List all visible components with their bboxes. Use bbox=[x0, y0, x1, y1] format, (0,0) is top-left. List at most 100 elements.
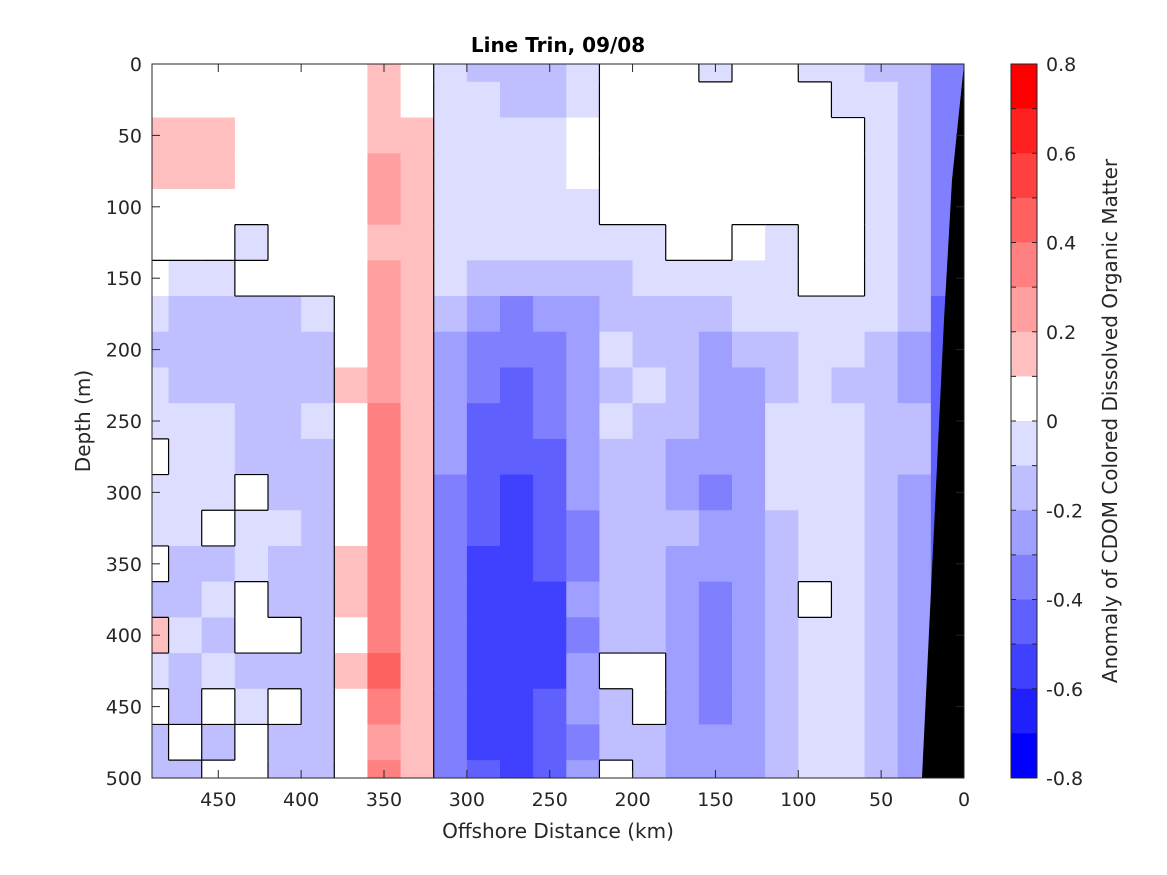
field-cell bbox=[268, 296, 302, 333]
field-cell bbox=[732, 760, 766, 778]
field-cell bbox=[798, 438, 833, 476]
colorbar-segment bbox=[1011, 510, 1037, 556]
field-cell bbox=[234, 296, 269, 333]
field-cell bbox=[433, 688, 468, 726]
field-cell bbox=[566, 510, 601, 547]
field-cell bbox=[698, 296, 733, 333]
field-cell bbox=[864, 81, 899, 119]
field-cell bbox=[765, 438, 799, 476]
field-cell bbox=[897, 64, 932, 83]
colorbar-segment bbox=[1011, 376, 1037, 422]
field-cell bbox=[798, 117, 833, 154]
field-cell bbox=[798, 403, 833, 440]
field-cell bbox=[665, 403, 700, 440]
field-cell bbox=[864, 438, 899, 476]
field-cell bbox=[466, 153, 501, 190]
field-cell bbox=[301, 224, 335, 261]
colorbar-segment bbox=[1011, 421, 1037, 467]
field-cell bbox=[168, 117, 203, 154]
field-cell bbox=[831, 581, 866, 618]
field-cell bbox=[500, 296, 534, 333]
field-cell bbox=[599, 617, 634, 654]
field-cell bbox=[599, 403, 634, 440]
field-cell bbox=[466, 296, 501, 333]
field-cell bbox=[234, 188, 269, 226]
field-cell bbox=[732, 331, 766, 369]
field-cell bbox=[334, 403, 369, 440]
field-cell bbox=[533, 64, 567, 83]
field-cell bbox=[765, 688, 799, 726]
field-cell bbox=[632, 474, 667, 511]
field-cell bbox=[632, 188, 667, 226]
field-cell bbox=[334, 117, 369, 154]
field-cell bbox=[864, 724, 899, 761]
field-cell bbox=[698, 188, 733, 226]
field-cell bbox=[301, 117, 335, 154]
field-cell bbox=[599, 81, 634, 119]
zero-contour-lines bbox=[152, 64, 866, 778]
field-cell bbox=[152, 403, 170, 440]
field-cell bbox=[367, 760, 402, 778]
field-cell bbox=[301, 653, 335, 690]
colorbar-segment bbox=[1011, 242, 1037, 288]
field-cell bbox=[897, 617, 932, 654]
field-cell bbox=[632, 545, 667, 583]
field-cell bbox=[698, 64, 733, 83]
field-cell bbox=[533, 510, 567, 547]
field-cell bbox=[301, 331, 335, 369]
field-cell bbox=[234, 688, 269, 726]
field-cell bbox=[665, 260, 700, 297]
field-cell bbox=[268, 117, 302, 154]
field-cell bbox=[334, 224, 369, 261]
field-cell bbox=[433, 81, 468, 119]
field-cell bbox=[798, 153, 833, 190]
field-cell bbox=[798, 688, 833, 726]
field-cell bbox=[152, 81, 170, 119]
field-cell bbox=[732, 474, 766, 511]
field-cell bbox=[897, 403, 932, 440]
field-cell bbox=[665, 510, 700, 547]
colorbar-tick-label: -0.6 bbox=[1046, 679, 1083, 701]
field-cell bbox=[665, 760, 700, 778]
field-cell bbox=[831, 331, 866, 369]
field-cell bbox=[168, 64, 203, 83]
field-cell bbox=[433, 188, 468, 226]
field-cell bbox=[864, 260, 899, 297]
field-cell bbox=[301, 760, 335, 778]
field-cell bbox=[466, 188, 501, 226]
field-cell bbox=[500, 688, 534, 726]
x-axis: 450 400 350 300 250 200 150 100 50 0 bbox=[200, 64, 970, 811]
field-cell bbox=[599, 117, 634, 154]
x-tick-label: 250 bbox=[532, 789, 568, 811]
field-cell bbox=[201, 653, 236, 690]
colorbar-segment bbox=[1011, 599, 1037, 645]
field-cell bbox=[698, 653, 733, 690]
field-cell bbox=[732, 367, 766, 404]
field-cell bbox=[533, 117, 567, 154]
field-cell bbox=[500, 260, 534, 297]
field-cell bbox=[152, 224, 170, 261]
field-cell bbox=[632, 581, 667, 618]
field-cell bbox=[665, 581, 700, 618]
field-cell bbox=[566, 688, 601, 726]
field-cell bbox=[152, 260, 170, 297]
field-cell bbox=[864, 403, 899, 440]
field-cell bbox=[466, 688, 501, 726]
field-cell bbox=[831, 688, 866, 726]
y-tick-label: 150 bbox=[106, 268, 142, 290]
field-cell bbox=[201, 510, 236, 547]
field-cell bbox=[732, 296, 766, 333]
field-cell bbox=[466, 474, 501, 511]
field-cell bbox=[168, 581, 203, 618]
field-cell bbox=[765, 653, 799, 690]
field-cell bbox=[367, 81, 402, 119]
field-cell bbox=[897, 117, 932, 154]
field-cell bbox=[566, 653, 601, 690]
field-cell bbox=[466, 260, 501, 297]
field-cell bbox=[698, 617, 733, 654]
field-cell bbox=[466, 760, 501, 778]
field-cell bbox=[765, 331, 799, 369]
field-cell bbox=[433, 403, 468, 440]
field-cell bbox=[698, 117, 733, 154]
